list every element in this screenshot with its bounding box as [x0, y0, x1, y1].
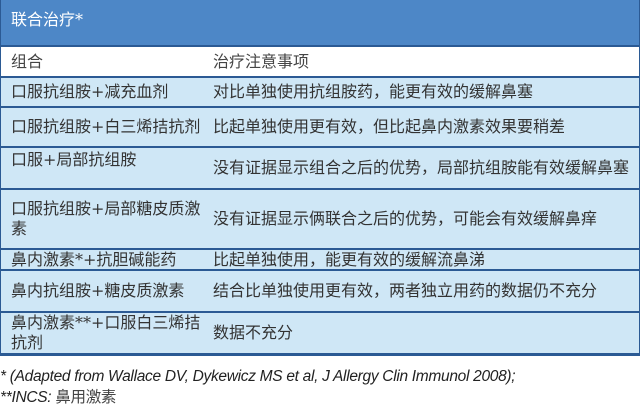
cell-combination: 鼻内抗组胺+糖皮质激素: [11, 281, 185, 300]
footnotes: * (Adapted from Wallace DV, Dykewicz MS …: [0, 366, 516, 408]
header-notes: 治疗注意事项: [213, 51, 310, 71]
cell-notes: 对比单独使用抗组胺药，能更有效的缓解鼻塞: [213, 82, 534, 101]
footnote-incs: **INCS: 鼻用激素: [0, 387, 515, 408]
header-combination: 组合: [11, 51, 44, 71]
cell-combination: 鼻内激素*+抗胆碱能药: [11, 249, 177, 269]
cell-notes: 结合比单独使用更有效，两者独立用药的数据仍不充分: [213, 281, 598, 300]
table-row: 鼻内激素**+口服白三烯拮抗剂 数据不充分: [1, 313, 639, 355]
cell-combination: 口服抗组胺+减充血剂: [11, 82, 169, 101]
table-row: 鼻内激素*+抗胆碱能药 比起单独使用，能更有效的缓解流鼻涕: [1, 250, 639, 271]
cell-combination: 口服抗组胺+白三烯拮抗剂: [11, 117, 201, 136]
table-row: 鼻内抗组胺+糖皮质激素 结合比单独使用更有效，两者独立用药的数据仍不充分: [1, 271, 639, 313]
table-row: 口服+局部抗组胺 没有证据显示组合之后的优势，局部抗组胺能有效缓解鼻塞: [1, 148, 639, 190]
cell-notes: 没有证据显示组合之后的优势，局部抗组胺能有效缓解鼻塞: [213, 158, 630, 177]
footnote-incs-label: **INCS:: [0, 389, 56, 406]
table-row: 口服抗组胺+白三烯拮抗剂 比起单独使用更有效，但比起鼻内激素效果要稍差: [1, 108, 639, 148]
cell-combination: 口服+局部抗组胺: [11, 150, 137, 169]
table-row: 口服抗组胺+局部糖皮质激素 没有证据显示俩联合之后的优势，可能会有效缓解鼻痒: [1, 190, 639, 250]
cell-notes: 比起单独使用更有效，但比起鼻内激素效果要稍差: [213, 117, 566, 136]
table-title: 联合治疗*: [1, 0, 639, 47]
footnote-source: * (Adapted from Wallace DV, Dykewicz MS …: [0, 368, 516, 385]
table-row: 口服抗组胺+减充血剂 对比单独使用抗组胺药，能更有效的缓解鼻塞: [1, 78, 639, 108]
cell-notes: 比起单独使用，能更有效的缓解流鼻涕: [213, 249, 486, 269]
table-header-row: 组合 治疗注意事项: [1, 47, 639, 78]
footnote-incs-definition: 鼻用激素: [55, 388, 117, 406]
cell-combination: 鼻内激素**+口服白三烯拮抗剂: [11, 313, 201, 352]
cell-combination: 口服抗组胺+局部糖皮质激素: [11, 199, 201, 238]
combination-therapy-table: 联合治疗* 组合 治疗注意事项 口服抗组胺+减充血剂 对比单独使用抗组胺药，能更…: [0, 0, 640, 356]
cell-notes: 没有证据显示俩联合之后的优势，可能会有效缓解鼻痒: [213, 209, 598, 228]
cell-notes: 数据不充分: [213, 323, 294, 342]
